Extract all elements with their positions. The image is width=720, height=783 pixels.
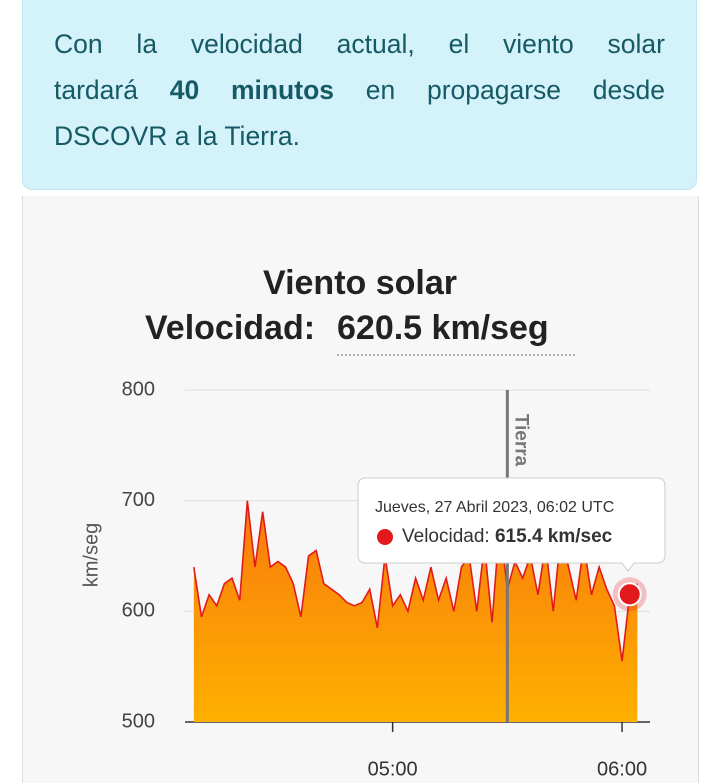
info-text: en propagarse desde <box>365 75 665 105</box>
y-tick-label: 800 <box>122 378 155 400</box>
info-box: Con la velocidad actual, el viento solar… <box>22 0 697 190</box>
x-tick-label: 06:00 <box>597 758 647 780</box>
highlight-point <box>617 582 642 607</box>
y-tick-label: 500 <box>122 710 155 732</box>
info-text: DSCOVR a la Tierra. <box>54 121 300 151</box>
info-line: DSCOVR a la Tierra. <box>54 113 665 159</box>
chart-title: Viento solar <box>263 264 457 302</box>
y-tick-label: 700 <box>122 489 155 511</box>
y-tick-label: 600 <box>122 600 155 622</box>
tooltip-text: Velocidad: 615.4 km/sec <box>402 526 613 547</box>
tooltip-title: Jueves, 27 Abril 2023, 06:02 UTC <box>375 499 614 516</box>
tooltip-box <box>357 477 666 572</box>
info-line: Con la velocidad actual, el viento solar <box>54 21 665 67</box>
marker-label: Tierra <box>510 414 531 467</box>
info-bold: 40 minutos <box>169 75 334 105</box>
subtitle-label: Velocidad: <box>145 309 315 347</box>
tooltip-label: Velocidad: <box>402 526 490 547</box>
tooltip-dot <box>377 529 393 545</box>
y-axis-label: km/seg <box>80 523 102 587</box>
subtitle-value: 620.5 km/seg <box>337 309 549 347</box>
area <box>193 500 638 722</box>
info-text: Con la velocidad actual, el viento solar <box>54 29 665 59</box>
info-text: tardará <box>54 75 138 105</box>
tooltip-value: 615.4 km/sec <box>495 526 613 547</box>
x-tick-label: 05:00 <box>368 758 418 780</box>
info-line: tardará 40 minutos en propagarse desde <box>54 67 665 113</box>
